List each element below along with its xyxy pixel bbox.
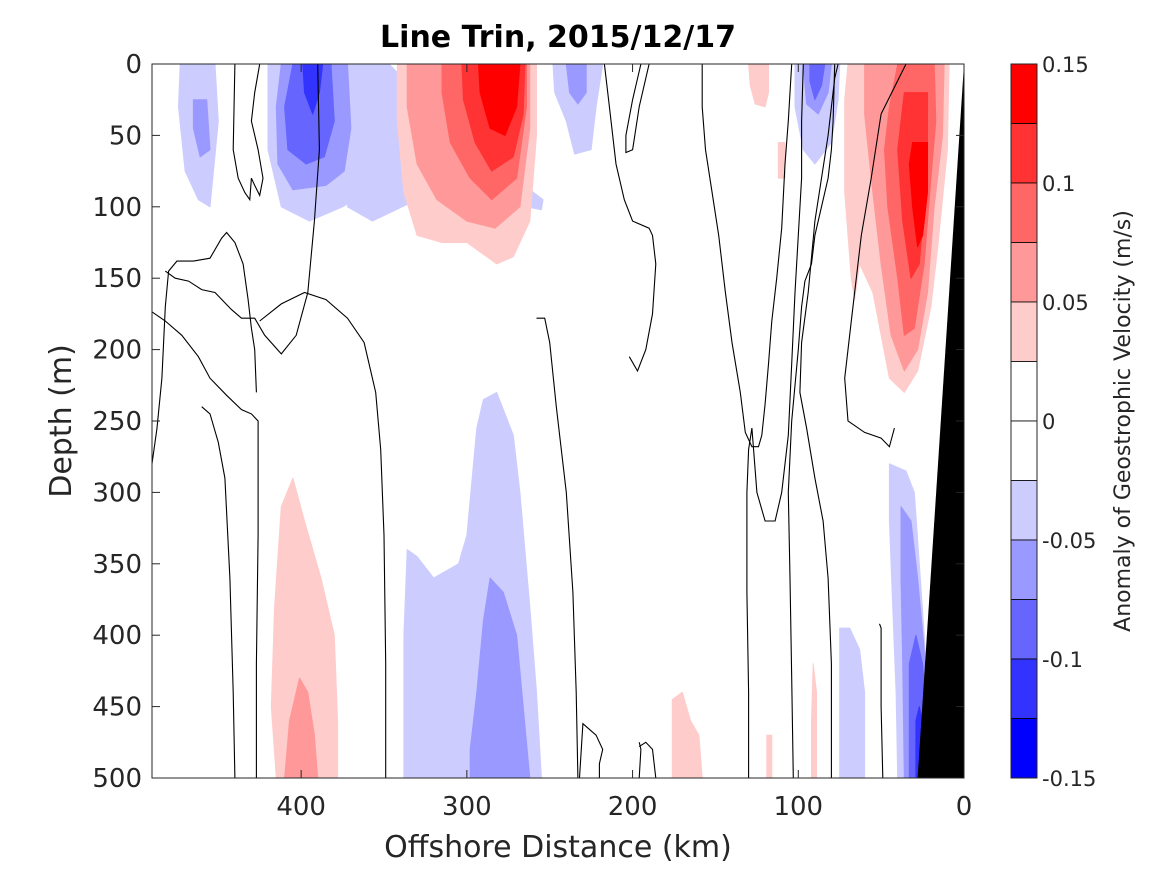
chart-title: Line Trin, 2015/12/17	[380, 20, 736, 55]
contour-band	[469, 577, 531, 778]
contour-band	[565, 64, 587, 105]
y-tick-label: 400	[92, 621, 142, 651]
colorbar-segment	[1010, 63, 1038, 124]
zero-contour-line	[638, 741, 657, 778]
contour-band	[284, 64, 335, 165]
colorbar-tick-label: -0.1	[1042, 648, 1083, 672]
x-axis: 400 300 200 100 0	[276, 64, 972, 822]
y-axis: 0 50 100 150 200 250 300 350 400 450 500	[92, 50, 964, 794]
zero-contour-line	[259, 291, 387, 778]
colorbar-tick-label: -0.05	[1042, 529, 1096, 553]
colorbar-segment	[1010, 123, 1038, 184]
colorbar-frame	[1010, 63, 1038, 779]
zero-contour-line	[578, 722, 604, 778]
y-tick-label: 0	[125, 50, 142, 80]
contour-band	[811, 663, 817, 778]
colorbar-segment	[1010, 182, 1038, 243]
x-tick-label: 400	[276, 792, 326, 822]
zero-contour-line	[844, 64, 907, 448]
bathymetry-mask	[917, 64, 964, 778]
colorbar-segment	[1010, 658, 1038, 719]
colorbar-tick-label: 0.1	[1042, 172, 1075, 196]
contour-band	[777, 142, 786, 179]
zero-contour-line	[201, 406, 236, 778]
colorbar: 0.15 0.1 0.05 0 -0.05 -0.1 -0.15	[1010, 53, 1096, 791]
y-tick-label: 100	[92, 193, 142, 223]
zero-contour-line	[152, 231, 257, 464]
zero-contour-line	[232, 64, 264, 202]
x-tick-label: 100	[773, 792, 823, 822]
zero-contour-line	[701, 64, 793, 448]
y-tick-label: 150	[92, 264, 142, 294]
contour-band	[552, 64, 604, 155]
colorbar-segment	[1010, 301, 1038, 362]
contour-band	[671, 691, 703, 778]
contour-band	[478, 64, 521, 136]
y-tick-label: 500	[92, 764, 142, 794]
zero-contour-line	[746, 64, 804, 778]
zero-contour-lines	[152, 64, 907, 778]
zero-contour-line	[799, 64, 839, 778]
y-tick-label: 450	[92, 693, 142, 723]
contour-band	[270, 477, 339, 778]
contour-band	[839, 627, 866, 778]
contour-band	[192, 99, 211, 158]
zero-contour-line	[603, 64, 657, 373]
zero-contour-line	[625, 64, 650, 154]
zero-contour-line	[787, 64, 836, 778]
colorbar-label: Anomaly of Geostrophic Velocity (m/s)	[1111, 210, 1136, 632]
colorbar-segment	[1010, 361, 1038, 422]
colorbar-segment	[1010, 420, 1038, 481]
zero-contour-line	[152, 311, 259, 778]
colorbar-segment	[1010, 718, 1038, 779]
x-tick-label: 0	[956, 792, 973, 822]
colorbar-segment	[1010, 242, 1038, 303]
y-axis-label: Depth (m)	[44, 344, 79, 498]
x-axis-label: Offshore Distance (km)	[384, 830, 732, 865]
contour-band	[809, 64, 826, 101]
y-tick-label: 250	[92, 407, 142, 437]
contour-band	[908, 142, 928, 248]
zero-contour-line	[638, 742, 642, 778]
y-tick-label: 200	[92, 336, 142, 366]
zero-contour-line	[878, 623, 884, 778]
colorbar-segment	[1010, 480, 1038, 541]
colorbar-tick-label: 0	[1042, 410, 1055, 434]
x-tick-label: 200	[608, 792, 658, 822]
y-tick-label: 350	[92, 550, 142, 580]
colorbar-tick-label: -0.15	[1042, 767, 1096, 791]
contour-band	[748, 64, 769, 108]
colorbar-segment	[1010, 539, 1038, 600]
colorbar-tick-label: 0.05	[1042, 291, 1089, 315]
zero-contour-line	[164, 64, 320, 355]
zero-contour-line	[536, 317, 579, 778]
contour-band	[766, 734, 773, 778]
colorbar-segment	[1010, 599, 1038, 660]
x-tick-label: 300	[442, 792, 492, 822]
y-tick-label: 300	[92, 478, 142, 508]
colorbar-tick-label: 0.15	[1042, 53, 1089, 77]
contour-fills	[178, 64, 950, 778]
plot-area	[152, 64, 964, 778]
y-tick-label: 50	[109, 121, 142, 151]
contour-band	[284, 677, 319, 778]
